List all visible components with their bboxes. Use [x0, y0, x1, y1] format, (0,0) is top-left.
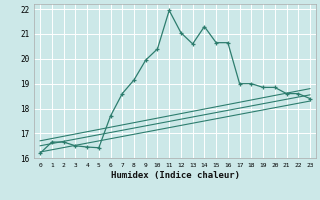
X-axis label: Humidex (Indice chaleur): Humidex (Indice chaleur) — [110, 171, 240, 180]
